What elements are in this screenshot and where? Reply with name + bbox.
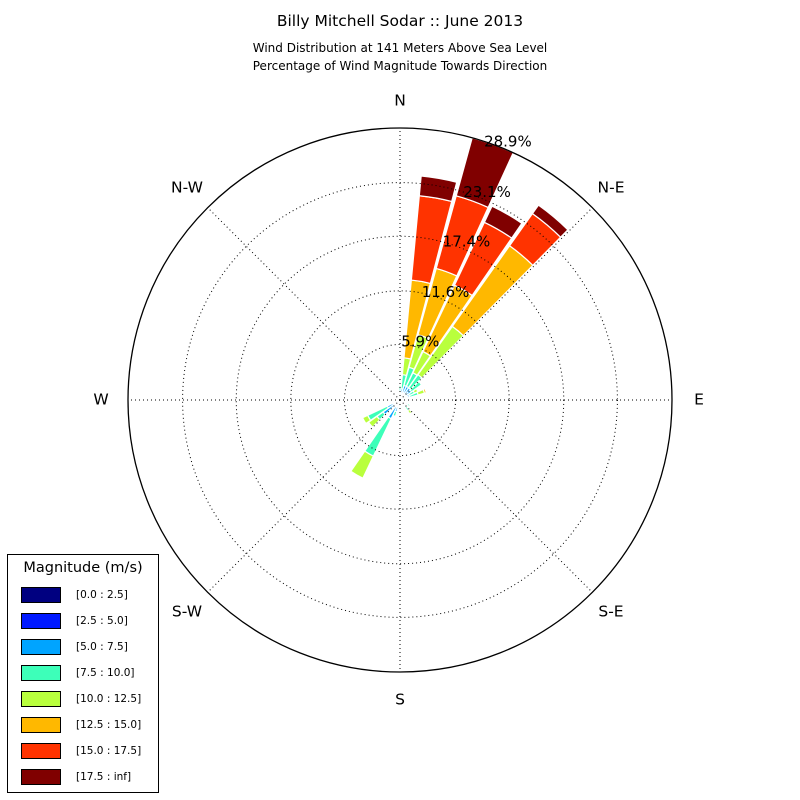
grid-circle-3	[182, 182, 618, 618]
sector-40	[399, 204, 569, 401]
legend-swatch-6	[21, 743, 61, 759]
radial-tick-label-1: 11.6%	[422, 283, 470, 301]
chart-title: Billy Mitchell Sodar :: June 2013	[276, 12, 524, 30]
sector-70-bin-5	[422, 387, 428, 394]
outer-ring	[127, 127, 673, 673]
sector-120-bin-3	[406, 402, 411, 408]
chart-subtitle-line1: Wind Distribution at 141 Meters Above Se…	[252, 41, 548, 55]
legend-title: Magnitude (m/s)	[23, 560, 143, 576]
legend-label-6: [15.0 : 17.5]	[76, 745, 142, 757]
sector-260	[391, 399, 401, 403]
legend-swatch-0	[21, 587, 61, 603]
sector-240	[361, 399, 401, 425]
sector-30	[399, 205, 523, 401]
grid-layer	[127, 127, 673, 673]
grid-circle-1	[290, 290, 510, 510]
sector-140	[399, 399, 413, 415]
grid-spoke-7	[207, 207, 401, 401]
legend-swatch-4	[21, 691, 61, 707]
radial-tick-label-2: 17.4%	[443, 233, 491, 251]
sector-290-bin-2	[392, 396, 398, 400]
grid-spoke-3	[399, 399, 593, 593]
direction-label-s-w: S-W	[172, 603, 202, 621]
legend: Magnitude (m/s) [0.0 : 2.5] [2.5 : 5.0] [5…	[7, 554, 159, 793]
legend-swatch-2	[21, 639, 61, 655]
sector-10-bin-7	[418, 175, 458, 203]
sector-170	[399, 399, 403, 408]
legend-label-2: [5.0 : 7.5]	[76, 641, 128, 653]
legend-label-3: [7.5 : 10.0]	[76, 667, 135, 679]
grid-circle-2	[235, 235, 565, 565]
direction-label-n-w: N-W	[171, 179, 203, 197]
legend-swatch-7	[21, 769, 61, 785]
direction-label-n-e: N-E	[598, 179, 625, 197]
legend-label-5: [12.5 : 15.0]	[76, 719, 142, 731]
legend-swatch-5	[21, 717, 61, 733]
direction-label-s-e: S-E	[598, 603, 623, 621]
legend-label-7: [17.5 : inf]	[76, 771, 132, 783]
sector-20	[399, 137, 515, 401]
direction-label-s: S	[395, 691, 405, 709]
direction-label-e: E	[694, 391, 704, 409]
radial-tick-label-0: 5.9%	[401, 333, 439, 351]
legend-swatch-3	[21, 665, 61, 681]
legend-label-4: [10.0 : 12.5]	[76, 693, 142, 705]
legend-label-0: [0.0 : 2.5]	[76, 589, 128, 601]
label-layer: 5.9% 11.6% 17.4% 23.1% 28.9% N N-E E S-E S S-W W N-W	[93, 92, 704, 709]
sector-210-bin-4	[349, 450, 375, 480]
radial-tick-label-4: 28.9%	[484, 133, 532, 151]
sector-120	[399, 399, 411, 408]
sector-10	[399, 175, 458, 401]
sector-340-bin-3	[396, 392, 400, 396]
grid-circle-0	[343, 343, 457, 457]
radial-tick-label-3: 23.1%	[463, 183, 511, 201]
sector-170-bin-2	[399, 402, 403, 408]
sectors-layer	[349, 137, 569, 480]
legend-label-1: [2.5 : 5.0]	[76, 615, 128, 627]
sector-260-bin-2	[391, 399, 398, 403]
direction-label-n: N	[394, 92, 406, 110]
sector-30-bin-7	[483, 205, 523, 239]
legend-swatch-1	[21, 613, 61, 629]
grid-spoke-5	[207, 399, 401, 593]
sector-140-bin-4	[406, 408, 413, 415]
chart-subtitle-line2: Percentage of Wind Magnitude Towards Dir…	[252, 59, 548, 73]
sector-240-bin-4	[361, 414, 372, 425]
sector-40-bin-7	[531, 204, 569, 239]
direction-label-w: W	[93, 391, 108, 409]
